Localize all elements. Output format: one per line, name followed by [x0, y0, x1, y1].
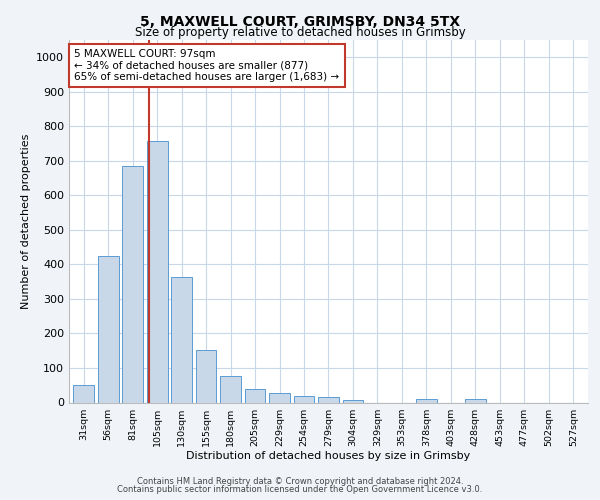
Y-axis label: Number of detached properties: Number of detached properties: [20, 134, 31, 309]
Bar: [171, 277, 192, 402]
Bar: [343, 400, 364, 402]
Bar: [98, 256, 119, 402]
Text: 5 MAXWELL COURT: 97sqm
← 34% of detached houses are smaller (877)
65% of semi-de: 5 MAXWELL COURT: 97sqm ← 34% of detached…: [74, 49, 340, 82]
Bar: [122, 166, 143, 402]
Bar: [147, 141, 167, 403]
X-axis label: Distribution of detached houses by size in Grimsby: Distribution of detached houses by size …: [187, 452, 470, 462]
Bar: [416, 399, 437, 402]
Bar: [220, 376, 241, 402]
Bar: [73, 385, 94, 402]
Text: Contains public sector information licensed under the Open Government Licence v3: Contains public sector information licen…: [118, 485, 482, 494]
Bar: [318, 398, 339, 402]
Bar: [269, 393, 290, 402]
Bar: [465, 399, 486, 402]
Bar: [196, 350, 217, 403]
Text: 5, MAXWELL COURT, GRIMSBY, DN34 5TX: 5, MAXWELL COURT, GRIMSBY, DN34 5TX: [140, 15, 460, 29]
Text: Contains HM Land Registry data © Crown copyright and database right 2024.: Contains HM Land Registry data © Crown c…: [137, 477, 463, 486]
Bar: [293, 396, 314, 402]
Text: Size of property relative to detached houses in Grimsby: Size of property relative to detached ho…: [134, 26, 466, 39]
Bar: [245, 390, 265, 402]
